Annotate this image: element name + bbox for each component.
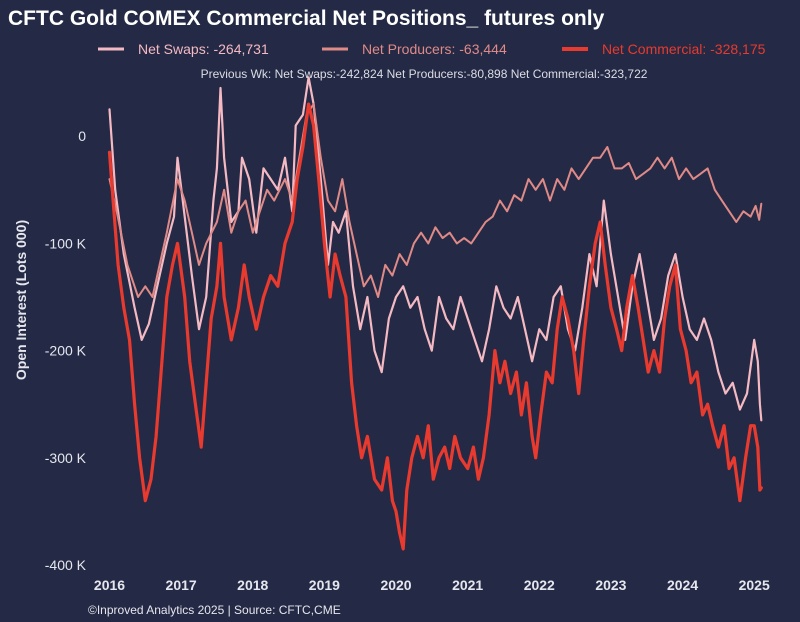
x-tick-label: 2020 <box>380 577 411 593</box>
legend-label-net-swaps: Net Swaps: -264,731 <box>138 41 269 57</box>
y-tick-label: -100 K <box>45 235 87 251</box>
series-line-net-producers <box>108 103 763 298</box>
x-tick-label: 2017 <box>166 577 197 593</box>
x-tick-label: 2021 <box>452 577 483 593</box>
x-tick-label: 2016 <box>94 577 125 593</box>
legend-label-net-commercial: Net Commercial: -328,175 <box>602 41 766 57</box>
legend-item-net-commercial: Net Commercial: -328,175 <box>562 41 766 57</box>
legend-label-net-producers: Net Producers: -63,444 <box>362 41 507 57</box>
y-tick-label: -200 K <box>45 343 87 359</box>
legend: Net Swaps: -264,731 Net Producers: -63,4… <box>98 41 766 57</box>
y-tick-label: 0 <box>78 128 86 144</box>
x-tick-label: 2022 <box>524 577 555 593</box>
previous-week-summary: Previous Wk: Net Swaps:-242,824 Net Prod… <box>201 67 648 81</box>
series-lines <box>107 76 763 551</box>
legend-item-net-swaps: Net Swaps: -264,731 <box>98 41 269 57</box>
x-axis-ticks: 2016 2017 2018 2019 2020 2021 2022 2023 2024 2025 <box>94 577 770 593</box>
x-tick-label: 2019 <box>309 577 340 593</box>
x-tick-label: 2018 <box>237 577 268 593</box>
y-axis-ticks: 0 -100 K -200 K -300 K -400 K <box>45 128 87 573</box>
y-tick-label: -400 K <box>45 557 87 573</box>
y-axis-label: Open Interest (Lots 000) <box>13 220 29 380</box>
legend-item-net-producers: Net Producers: -63,444 <box>322 41 507 57</box>
x-tick-label: 2024 <box>667 577 698 593</box>
y-tick-label: -300 K <box>45 450 87 466</box>
series-line-net-commercial <box>107 102 763 551</box>
x-tick-label: 2025 <box>739 577 770 593</box>
series-line-net-swaps <box>108 76 763 422</box>
chart-title: CFTC Gold COMEX Commercial Net Positions… <box>8 7 605 30</box>
footer-source: ©Inproved Analytics 2025 | Source: CFTC,… <box>88 603 341 617</box>
x-tick-label: 2023 <box>595 577 626 593</box>
